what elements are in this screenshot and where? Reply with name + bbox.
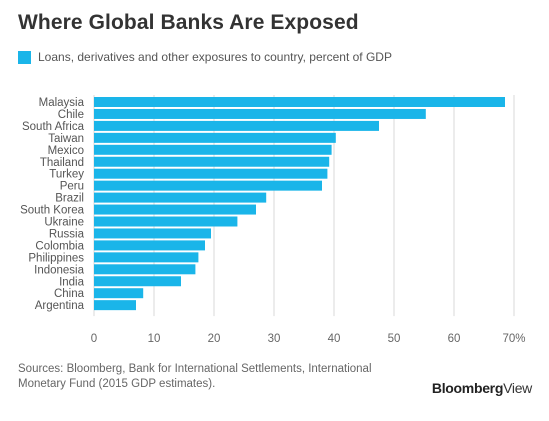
category-label: Chile: [58, 109, 84, 121]
bar: [94, 216, 238, 227]
legend-swatch: [18, 50, 31, 64]
category-label: Turkey: [49, 169, 84, 181]
category-label: Argentina: [35, 300, 85, 312]
bar: [94, 228, 211, 239]
category-label: Ukraine: [44, 217, 84, 229]
x-tick-label: 20: [208, 333, 221, 345]
bar: [94, 168, 328, 179]
x-tick-label: 30: [268, 333, 281, 345]
category-label: Colombia: [35, 240, 84, 252]
x-tick-label: 70%: [502, 333, 525, 345]
x-tick-label: 0: [91, 333, 97, 345]
category-label: Indonesia: [34, 264, 84, 276]
category-label: Russia: [49, 228, 85, 240]
x-tick-label: 50: [388, 333, 401, 345]
category-label: South Korea: [20, 205, 85, 217]
source-note: Sources: Bloomberg, Bank for Internation…: [18, 363, 372, 390]
bar: [94, 300, 136, 311]
bar: [94, 180, 322, 191]
bar: [94, 204, 256, 215]
legend-label: Loans, derivatives and other exposures t…: [38, 50, 392, 64]
bar: [94, 120, 379, 131]
category-label: Thailand: [40, 157, 84, 169]
bar: [94, 240, 205, 251]
legend: Loans, derivatives and other exposures t…: [18, 50, 392, 64]
category-label: China: [54, 288, 85, 300]
category-label: India: [59, 276, 85, 288]
category-label: South Africa: [22, 121, 85, 133]
bar: [94, 108, 426, 119]
bar: [94, 132, 336, 143]
brand-logo: BloombergView: [432, 380, 532, 396]
bar: [94, 144, 332, 155]
bar: [94, 276, 181, 287]
bar: [94, 288, 144, 299]
bar: [94, 192, 267, 203]
x-tick-label: 10: [148, 333, 161, 345]
x-tick-label: 60: [448, 333, 461, 345]
x-tick-label: 40: [328, 333, 341, 345]
category-label: Peru: [60, 181, 84, 193]
bar: [94, 156, 330, 167]
chart-title: Where Global Banks Are Exposed: [18, 11, 359, 34]
bar: [94, 252, 199, 263]
brand-bold: Bloomberg: [431, 380, 504, 396]
bar: [94, 264, 196, 275]
category-label: Brazil: [55, 193, 84, 205]
category-label: Mexico: [48, 145, 84, 157]
category-label: Taiwan: [48, 133, 84, 145]
bar: [94, 97, 505, 107]
category-label: Malaysia: [39, 97, 85, 109]
brand-light: View: [503, 380, 532, 396]
category-label: Philippines: [28, 252, 84, 264]
